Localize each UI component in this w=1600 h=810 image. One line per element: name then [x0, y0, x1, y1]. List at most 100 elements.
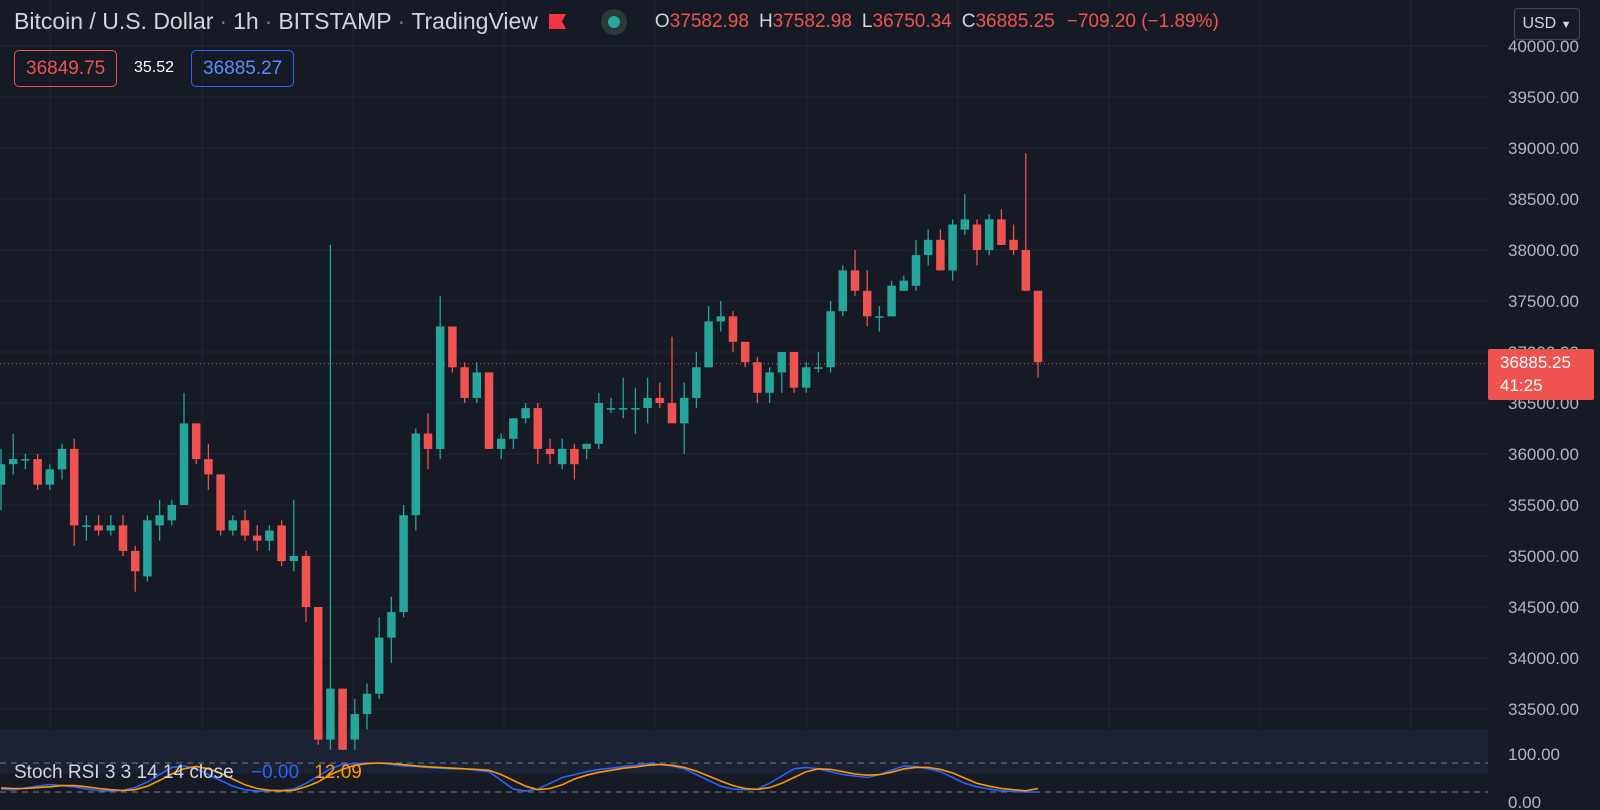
market-open-icon — [600, 8, 627, 35]
candle — [265, 525, 274, 551]
candle — [570, 443, 579, 480]
interval[interactable]: 1h — [233, 8, 259, 34]
flag-icon[interactable] — [548, 12, 567, 31]
price-tick-label: 39000.00 — [1508, 139, 1579, 158]
stoch-rsi-line-k — [0, 762, 1038, 793]
candle — [33, 454, 42, 490]
candle — [631, 387, 640, 434]
candle — [948, 219, 957, 281]
candle — [362, 683, 372, 730]
candle — [984, 214, 994, 256]
buy-button[interactable]: 36885.27 — [191, 50, 295, 87]
candle — [423, 413, 433, 470]
indicator-d-value: 12.09 — [314, 762, 362, 783]
candle — [460, 362, 469, 403]
candle — [338, 688, 347, 750]
price-grid — [0, 0, 1488, 738]
candle — [204, 443, 213, 490]
candle — [509, 418, 518, 449]
candle — [191, 423, 201, 465]
candle — [777, 352, 787, 393]
candle — [8, 433, 18, 475]
change-value: −709.20 (−1.89%) — [1066, 10, 1219, 32]
candle — [350, 698, 360, 750]
price-tick-label: 34000.00 — [1508, 649, 1579, 668]
candle — [277, 520, 286, 567]
candle — [594, 392, 604, 449]
candle — [1009, 224, 1018, 256]
bar-countdown: 41:25 — [1500, 376, 1543, 395]
candle — [1021, 153, 1031, 291]
price-tick-label: 33500.00 — [1508, 700, 1579, 719]
symbol-name[interactable]: Bitcoin / U.S. Dollar — [14, 8, 214, 34]
close-value: 36885.25 — [975, 10, 1055, 32]
price-tick-label: 36000.00 — [1508, 445, 1579, 464]
candle — [167, 499, 177, 526]
candle — [521, 403, 530, 424]
candle — [289, 499, 299, 572]
candle — [862, 270, 872, 327]
candle — [887, 280, 896, 317]
candle — [387, 596, 396, 664]
stoch-rsi-tick-label: 0.00 — [1508, 793, 1541, 810]
candle — [252, 525, 262, 551]
candle — [679, 382, 689, 454]
candlestick-series — [0, 153, 1043, 750]
candle — [850, 250, 860, 296]
price-tick-label: 35000.00 — [1508, 547, 1579, 566]
current-price-tag: 36885.25 41:25 — [1488, 349, 1594, 400]
price-tick-label: 40000.00 — [1508, 37, 1579, 56]
current-price-value: 36885.25 — [1500, 353, 1571, 372]
open-label: O — [654, 10, 670, 32]
price-tick-label: 34500.00 — [1508, 598, 1579, 617]
indicator-legend[interactable]: Stoch RSI 3 3 14 14 close −0.00 12.09 — [14, 762, 362, 784]
candle — [655, 382, 665, 409]
stoch-rsi-line-d — [0, 762, 1039, 792]
candle — [826, 301, 835, 373]
exchange: BITSTAMP — [278, 8, 392, 34]
candle — [923, 229, 933, 266]
candle — [399, 505, 408, 618]
candle — [496, 433, 506, 460]
candle — [143, 515, 152, 582]
price-tick-label: 38500.00 — [1508, 190, 1579, 209]
candle — [448, 326, 457, 373]
candle — [618, 377, 628, 419]
price-axis: 40000.00 39500.00 39000.00 38500.00 38000.00… — [1508, 37, 1579, 810]
candle — [789, 352, 799, 393]
candle — [82, 515, 91, 541]
candle — [313, 607, 323, 745]
candle — [960, 193, 970, 235]
candle — [582, 443, 591, 460]
candle — [155, 499, 164, 541]
candle — [814, 352, 823, 373]
candle — [179, 392, 189, 505]
sell-button[interactable]: 36849.75 — [14, 50, 118, 87]
currency-select[interactable]: USD ▼ — [1514, 8, 1580, 40]
candle — [692, 352, 701, 409]
candle — [716, 301, 726, 332]
candle — [801, 362, 811, 393]
candle — [997, 209, 1006, 245]
symbol-header: Bitcoin / U.S. Dollar · 1h · BITSTAMP · … — [14, 8, 1219, 35]
high-label: H — [758, 10, 773, 32]
candle — [667, 336, 677, 424]
source-name: TradingView — [411, 8, 538, 34]
candle — [740, 341, 750, 368]
candle — [0, 448, 6, 511]
candle — [106, 515, 116, 536]
candle — [94, 515, 103, 536]
candle — [21, 454, 30, 470]
stoch-rsi-tick-label: 100.00 — [1508, 745, 1560, 764]
candle — [130, 545, 140, 592]
candle — [374, 617, 384, 699]
candle — [753, 357, 762, 403]
price-tick-label: 38000.00 — [1508, 241, 1579, 260]
candle — [57, 443, 67, 480]
spread-value: 35.52 — [134, 59, 175, 76]
candle — [557, 438, 567, 470]
candle — [472, 362, 482, 403]
candle — [411, 428, 421, 531]
stoch-rsi-band — [0, 729, 1488, 793]
